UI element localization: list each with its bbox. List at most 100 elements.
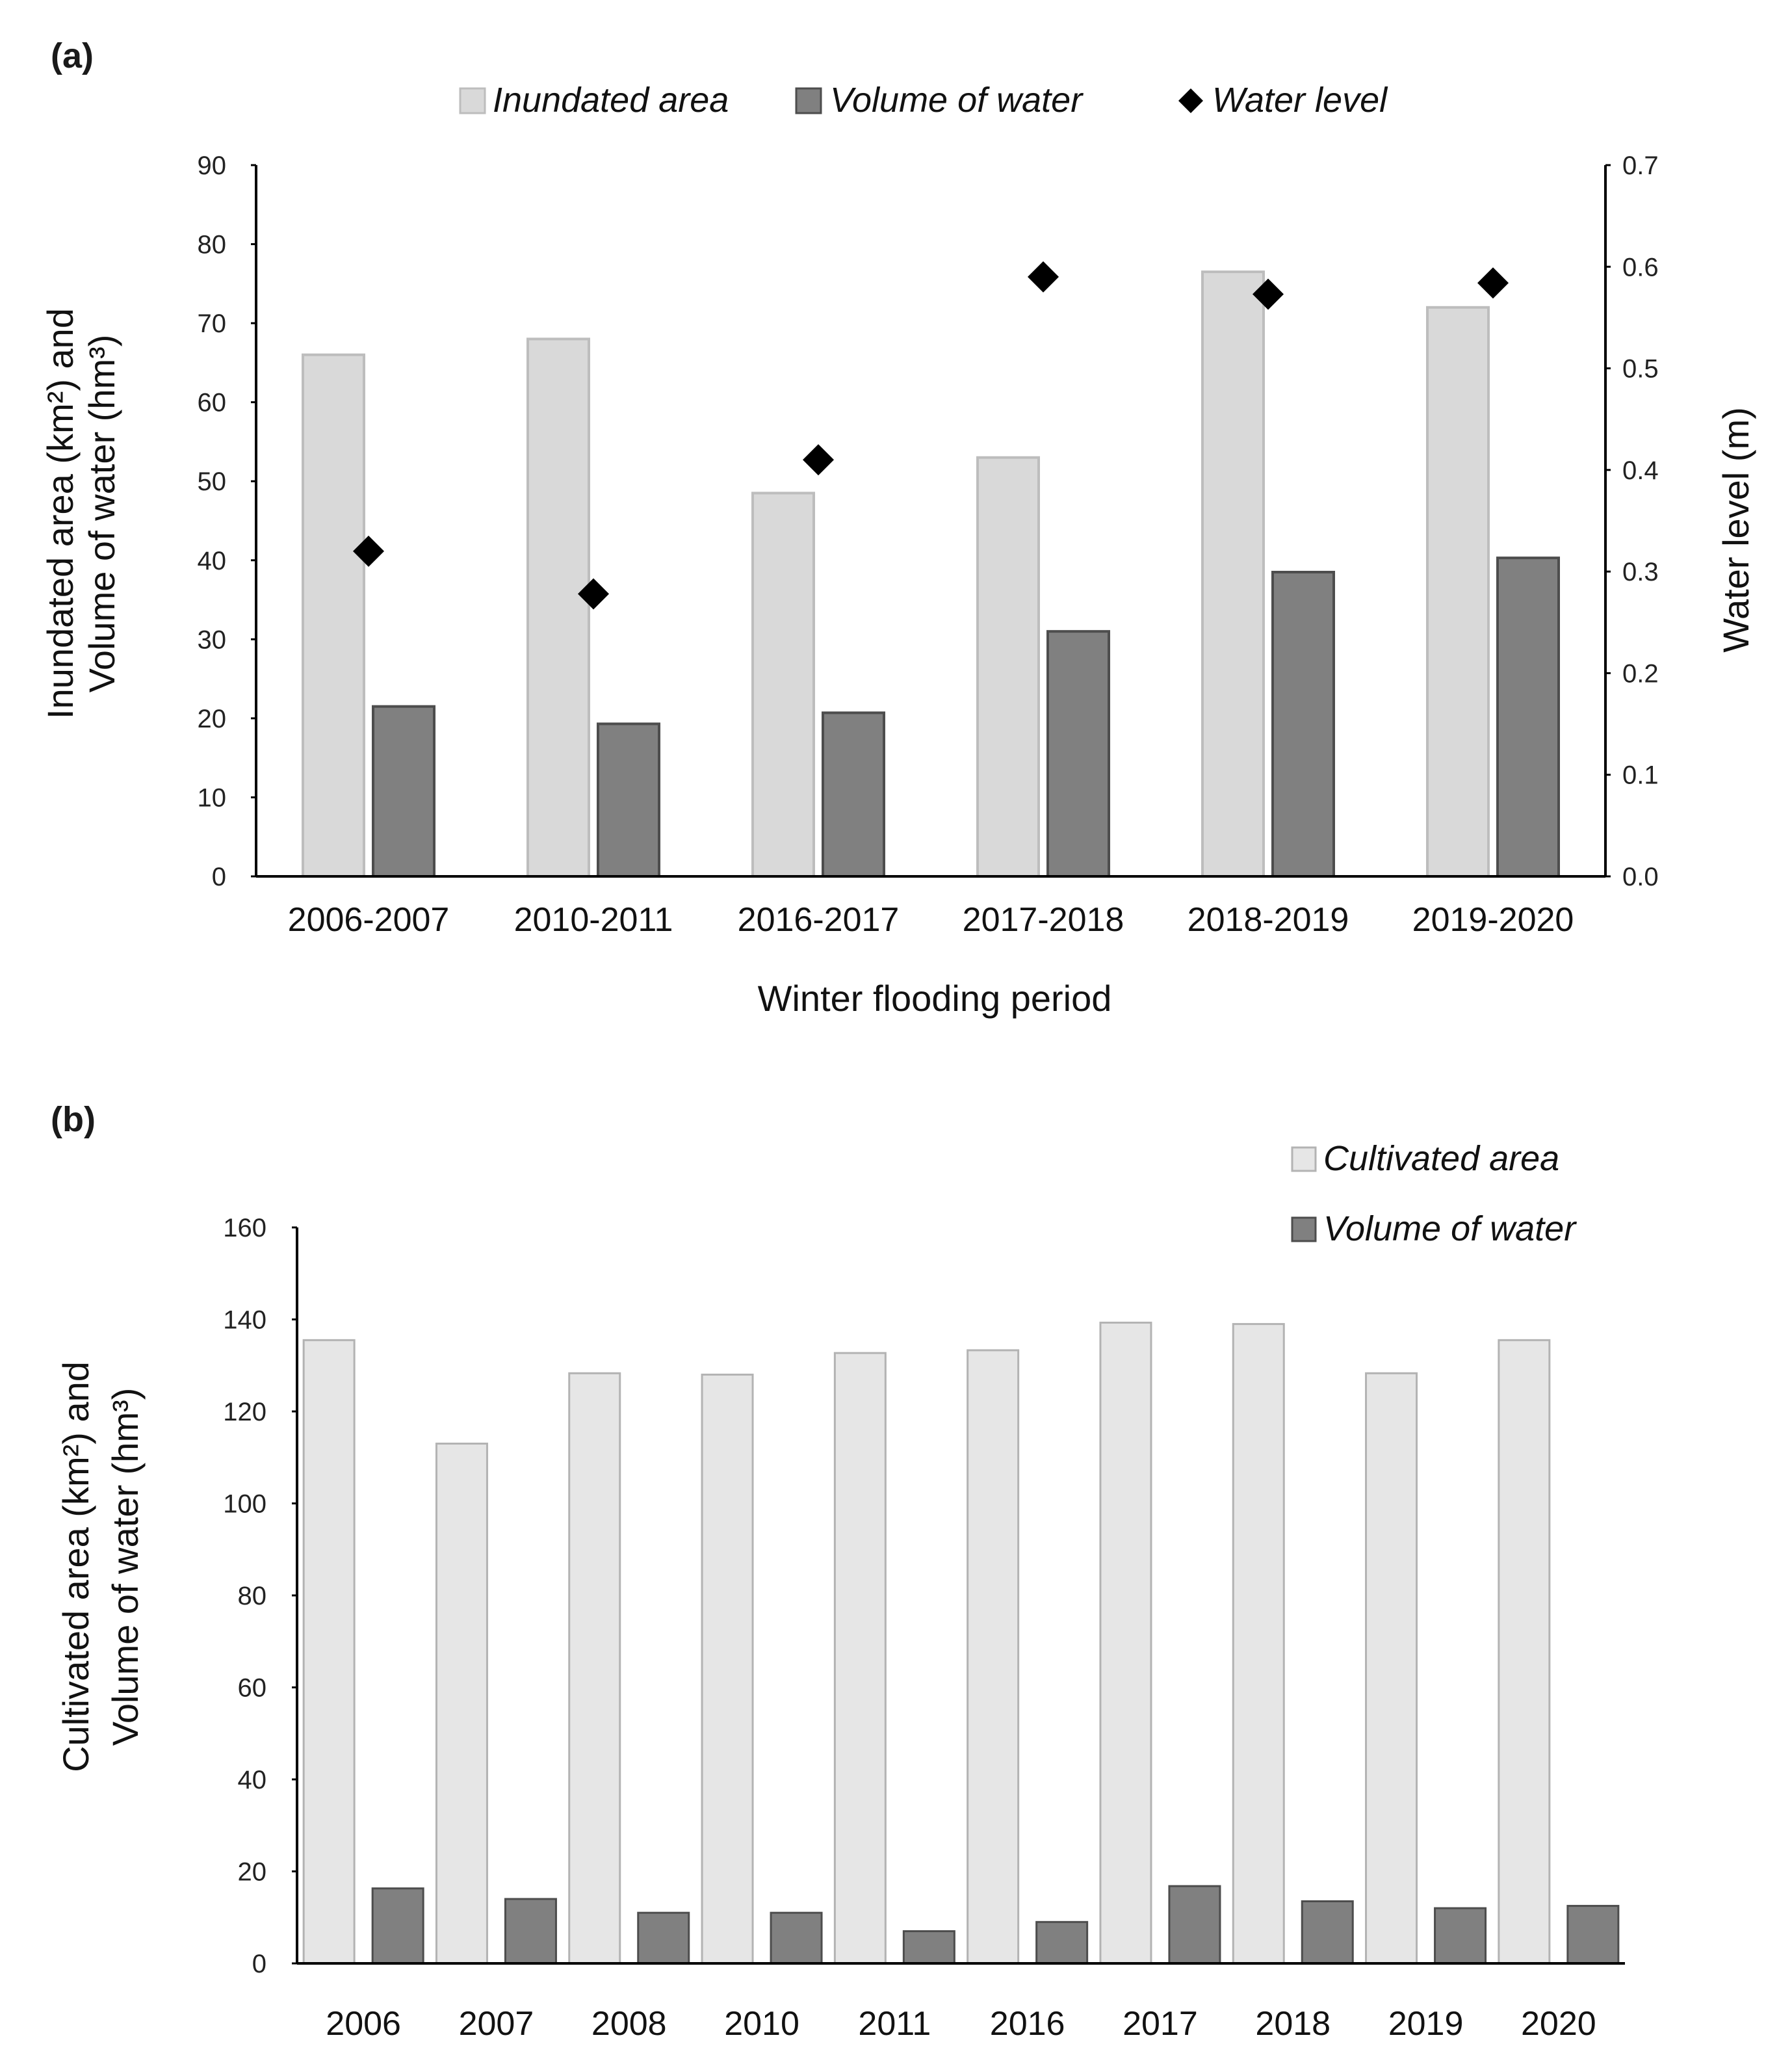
panel-b-x-category-2011: 2011 xyxy=(858,2005,931,2043)
panel-b-bar-volume-of-water-2020 xyxy=(1566,1905,1620,1965)
legend-swatch-volume-of-water xyxy=(795,87,822,114)
panel-a: (a) Inundated area Volume of water Water… xyxy=(40,36,1756,1019)
panel-b-bars xyxy=(302,1321,1620,1965)
panel-a-y2-tick-label: 0.3 xyxy=(1622,558,1659,586)
panel-b-bar-volume-of-water-2006 xyxy=(371,1887,424,1965)
panel-a-water-level-marker-2010-2011 xyxy=(578,578,609,610)
panel-a-water-level-markers xyxy=(353,261,1509,610)
panel-a-water-level-marker-2019-2020 xyxy=(1477,267,1509,299)
panel-b-label: (b) xyxy=(51,1100,96,1139)
panel-a-y-tick-label: 30 xyxy=(198,625,227,654)
panel-b-bar-cultivated-area-2006 xyxy=(302,1339,356,1965)
panel-a-y-tick-label: 20 xyxy=(198,705,227,733)
panel-a-y2-tick-label: 0.2 xyxy=(1622,659,1659,688)
panel-a-bar-volume-of-water-2019-2020 xyxy=(1496,557,1560,878)
panel-a-bar-inundated-area-2018-2019 xyxy=(1201,270,1265,878)
panel-b-x-category-2018: 2018 xyxy=(1255,2005,1331,2043)
panel-a-x-category-2006-2007: 2006-2007 xyxy=(288,901,450,939)
panel-a-x-category-2019-2020: 2019-2020 xyxy=(1412,901,1574,939)
panel-b-x-category-2007: 2007 xyxy=(459,2005,534,2043)
panel-a-legend: Inundated area Volume of water Water lev… xyxy=(459,81,1388,120)
panel-b-bar-cultivated-area-2020 xyxy=(1498,1339,1551,1965)
panel-a-y-tick-label: 90 xyxy=(198,151,227,180)
panel-a-y-tick-label: 40 xyxy=(198,547,227,575)
panel-b-bar-volume-of-water-2010 xyxy=(770,1911,823,1965)
panel-b: (b) Cultivated area Volume of water Cult… xyxy=(51,1100,1625,2043)
panel-a-bar-volume-of-water-2018-2019 xyxy=(1271,571,1335,878)
panel-b-bar-cultivated-area-2017 xyxy=(1099,1321,1152,1965)
legend-label-water-level: Water level xyxy=(1212,81,1388,120)
panel-b-x-category-2020: 2020 xyxy=(1521,2005,1596,2043)
panel-b-legend: Cultivated area Volume of water xyxy=(1291,1139,1577,1248)
panel-a-x-category-2017-2018: 2017-2018 xyxy=(963,901,1124,939)
panel-b-y-tick-label: 20 xyxy=(238,1858,267,1887)
panel-a-y2-tick-label: 0.0 xyxy=(1622,863,1659,891)
panel-b-bar-cultivated-area-2011 xyxy=(833,1352,887,1965)
panel-b-y-axis-title-line-2: Volume of water (hm³) xyxy=(105,1388,146,1746)
panel-a-water-level-marker-2018-2019 xyxy=(1253,278,1284,310)
panel-a-bar-inundated-area-2010-2011 xyxy=(526,337,590,878)
panel-b-x-category-2008: 2008 xyxy=(591,2005,667,2043)
panel-a-y2-tick-label: 0.1 xyxy=(1622,761,1659,790)
panel-a-water-level-marker-2016-2017 xyxy=(803,444,834,476)
panel-b-bar-volume-of-water-2008 xyxy=(637,1911,690,1965)
panel-a-y-axis-title-line-1: Inundated area (km²) and xyxy=(40,308,81,719)
panel-b-bar-cultivated-area-2008 xyxy=(568,1372,621,1965)
legend-label-cultivated-area: Cultivated area xyxy=(1323,1139,1559,1178)
panel-a-x-category-2018-2019: 2018-2019 xyxy=(1188,901,1349,939)
panel-a-bar-volume-of-water-2016-2017 xyxy=(822,711,885,878)
panel-a-water-level-marker-2017-2018 xyxy=(1028,261,1059,293)
legend-swatch-volume-of-water-b xyxy=(1291,1216,1317,1242)
panel-a-x-categories: 2006-2007 2010-2011 2016-2017 2017-2018 2018… xyxy=(288,901,1574,939)
panel-b-y-tick-label: 60 xyxy=(238,1674,267,1703)
panel-a-y-tick-label: 10 xyxy=(198,783,227,812)
panel-b-bar-cultivated-area-2010 xyxy=(701,1373,754,1965)
panel-a-bar-volume-of-water-2010-2011 xyxy=(597,722,660,878)
panel-a-y-axis-title-line-2: Volume of water (hm³) xyxy=(81,335,122,693)
panel-b-bar-volume-of-water-2019 xyxy=(1434,1907,1487,1965)
panel-a-bars xyxy=(302,270,1560,878)
panel-b-bar-volume-of-water-2018 xyxy=(1301,1900,1354,1965)
panel-a-bar-volume-of-water-2017-2018 xyxy=(1046,630,1110,878)
panel-b-x-category-2019: 2019 xyxy=(1388,2005,1464,2043)
panel-b-bar-volume-of-water-2007 xyxy=(504,1898,557,1965)
panel-b-x-category-2016: 2016 xyxy=(990,2005,1065,2043)
legend-label-inundated-area: Inundated area xyxy=(493,81,729,120)
panel-b-x-category-2006: 2006 xyxy=(326,2005,401,2043)
panel-b-x-category-2017: 2017 xyxy=(1123,2005,1198,2043)
panel-a-water-level-marker-2006-2007 xyxy=(353,535,384,567)
panel-a-y2-tick-label: 0.6 xyxy=(1622,253,1659,282)
panel-b-y-tick-label: 140 xyxy=(223,1306,266,1335)
panel-b-bar-cultivated-area-2019 xyxy=(1365,1372,1418,1965)
panel-b-y-tick-label: 0 xyxy=(252,1950,266,1978)
panel-b-bar-volume-of-water-2017 xyxy=(1168,1885,1221,1965)
panel-a-y-tick-label: 70 xyxy=(198,309,227,338)
panel-a-bar-inundated-area-2019-2020 xyxy=(1426,306,1490,878)
panel-a-label: (a) xyxy=(51,36,94,75)
panel-a-x-category-2016-2017: 2016-2017 xyxy=(738,901,900,939)
panel-a-x-category-2010-2011: 2010-2011 xyxy=(514,901,673,939)
panel-b-bar-volume-of-water-2016 xyxy=(1035,1920,1089,1965)
legend-swatch-cultivated-area xyxy=(1291,1146,1317,1172)
panel-b-x-category-2010: 2010 xyxy=(724,2005,799,2043)
panel-b-y-tick-label: 40 xyxy=(238,1766,267,1794)
panel-b-y-tick-label: 80 xyxy=(238,1582,267,1610)
panel-b-y-tick-label: 100 xyxy=(223,1490,266,1519)
legend-label-volume-of-water-b: Volume of water xyxy=(1323,1209,1577,1248)
legend-marker-water-level xyxy=(1178,88,1203,113)
panel-a-x-axis-title: Winter flooding period xyxy=(758,978,1112,1019)
panel-a-bar-inundated-area-2017-2018 xyxy=(976,456,1040,878)
panel-b-bar-cultivated-area-2018 xyxy=(1232,1323,1285,1965)
panel-b-x-categories: 2006 2007 2008 2010 2011 2016 2017 2018 2019 2020 xyxy=(326,2005,1596,2043)
panel-a-y2-axis-title: Water level (m) xyxy=(1715,407,1756,653)
panel-a-y2-tick-label: 0.5 xyxy=(1622,355,1659,384)
panel-a-bar-inundated-area-2016-2017 xyxy=(751,491,815,878)
legend-label-volume-of-water: Volume of water xyxy=(830,81,1084,120)
panel-a-y-ticks: 0 10 20 30 40 50 60 70 80 90 xyxy=(198,151,256,891)
panel-b-y-tick-label: 160 xyxy=(223,1214,266,1242)
panel-b-bar-cultivated-area-2016 xyxy=(967,1349,1020,1965)
panel-b-y-axis-title-line-1: Cultivated area (km²) and xyxy=(55,1361,96,1772)
panel-a-y2-tick-label: 0.7 xyxy=(1622,151,1659,180)
panel-a-y2-ticks: 0.0 0.1 0.2 0.3 0.4 0.5 0.6 0.7 xyxy=(1605,151,1659,891)
